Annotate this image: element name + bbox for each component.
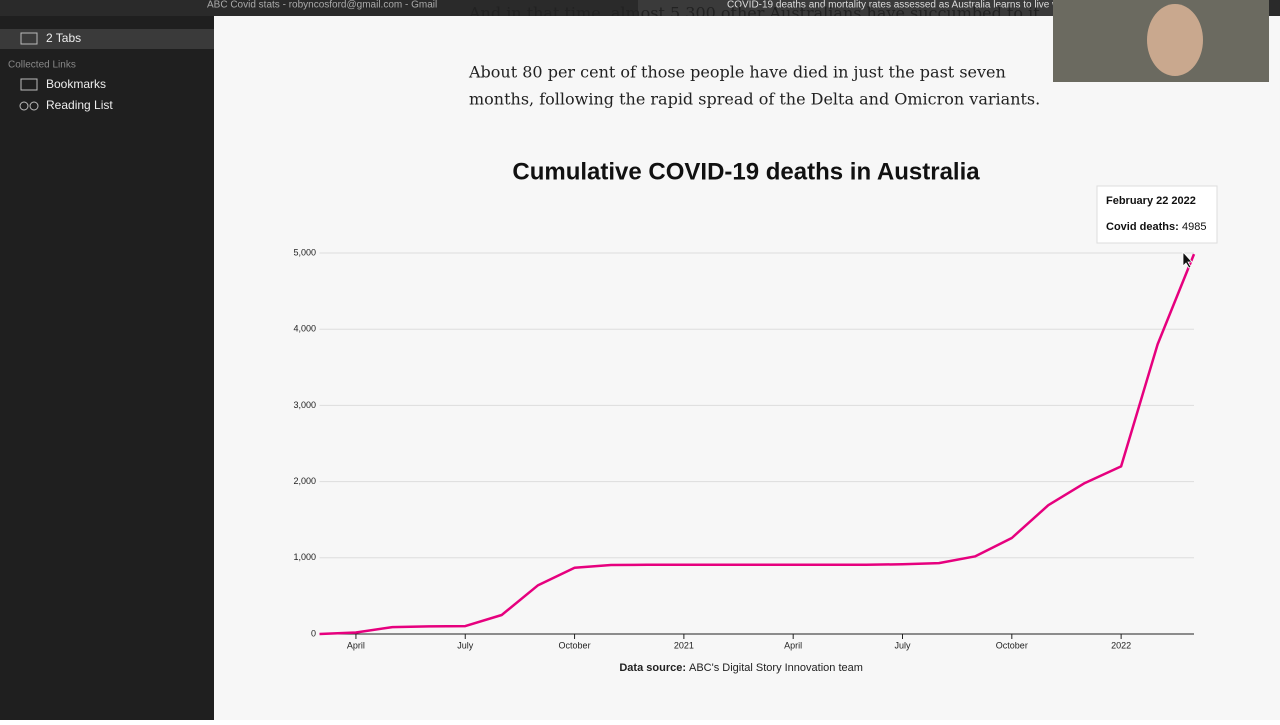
x-tick-label: April xyxy=(347,640,365,650)
reading-icon xyxy=(29,101,39,111)
tooltip xyxy=(1096,185,1218,244)
tab-title[interactable]: COVID-19 deaths and mortality rates asse… xyxy=(727,0,1078,11)
active-tab[interactable] xyxy=(638,0,1058,16)
sidebar xyxy=(0,0,214,720)
plot: 0 1,000 2,000 3,000 4,000 5,000 April July Octob… xyxy=(293,247,1196,650)
x-tick-label: 2021 xyxy=(674,640,694,650)
y-tick-label: 3,000 xyxy=(293,400,316,410)
cursor xyxy=(1182,250,1193,269)
clip xyxy=(214,16,1280,23)
tooltip-value: 4985 xyxy=(1182,221,1206,233)
tab-title[interactable]: ABC Covid stats - robyncosford@gmail.com… xyxy=(207,0,437,11)
bookmark-icon xyxy=(20,78,38,91)
y-tick-label: 0 xyxy=(311,628,316,638)
y-tick-label: 2,000 xyxy=(293,476,316,486)
sidebar-item[interactable]: Bookmarks xyxy=(46,77,106,91)
x-tick-label: 2022 xyxy=(1111,640,1131,650)
x-tick-label: July xyxy=(894,640,911,650)
webcam-person xyxy=(1147,4,1203,76)
x-tick-label: July xyxy=(457,640,474,650)
x-tick-label: April xyxy=(784,640,802,650)
paragraph-line: About 80 per cent of those people have d… xyxy=(468,63,1006,82)
y-tick-label: 4,000 xyxy=(293,324,316,334)
x-tick-label: October xyxy=(559,640,591,650)
section-label: Collected Links xyxy=(8,60,76,71)
tooltip-date: February 22 2022 xyxy=(1106,195,1196,207)
reading-icon xyxy=(19,101,29,111)
tab-group[interactable] xyxy=(0,29,214,49)
sidebar-item[interactable]: Reading List xyxy=(46,98,113,112)
source: ABC's Digital Story Innovation team xyxy=(689,662,863,674)
line xyxy=(319,253,1196,636)
paragraph-line: months, following the rapid spread of th… xyxy=(469,90,1040,109)
tooltip-label: Covid deaths: xyxy=(1106,221,1179,233)
x-tick-label: October xyxy=(996,640,1028,650)
tab-group-label[interactable]: 2 Tabs xyxy=(46,31,81,45)
y-tick-label: 1,000 xyxy=(293,552,316,562)
chart-title: Cumulative COVID-19 deaths in Australia xyxy=(512,158,980,185)
source-label: Data source: xyxy=(619,662,686,674)
y-tick-label: 5,000 xyxy=(293,247,316,257)
tab-icon xyxy=(20,32,38,45)
